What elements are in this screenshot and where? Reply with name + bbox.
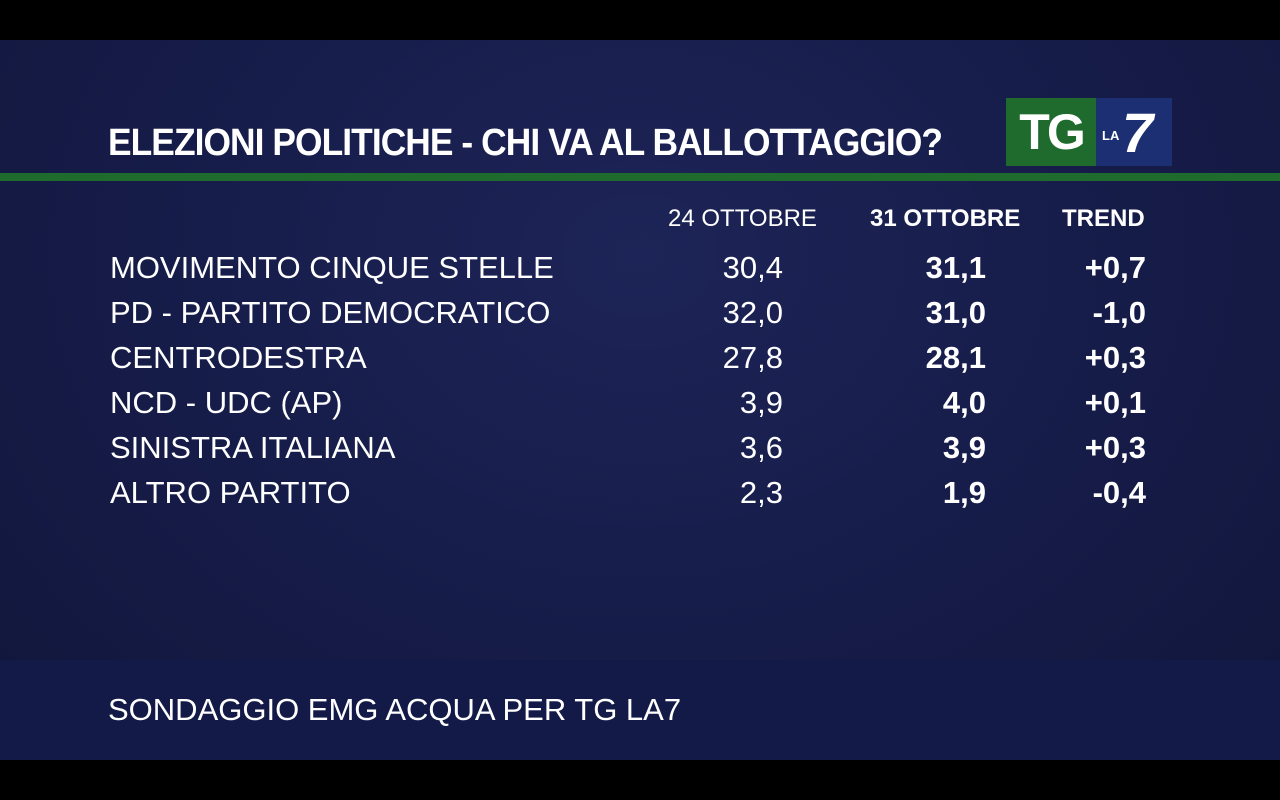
- value-trend: +0,3: [1084, 340, 1146, 375]
- party-name: NCD - UDC (AP): [110, 385, 343, 420]
- value-oct31: 1,9: [942, 475, 986, 510]
- column-header-oct31: 31 OTTOBRE: [870, 205, 1021, 232]
- value-oct31: 31,1: [925, 250, 986, 285]
- value-oct24: 32,0: [722, 295, 783, 330]
- value-oct31: 4,0: [942, 385, 986, 420]
- logo-tg: TG: [1006, 98, 1096, 166]
- logo-la7: LA 7: [1096, 98, 1172, 166]
- column-header-trend: TREND: [1062, 205, 1145, 232]
- value-trend: +0,7: [1084, 250, 1146, 285]
- party-name: PD - PARTITO DEMOCRATICO: [110, 295, 551, 330]
- value-oct24: 3,9: [739, 385, 783, 420]
- value-oct31: 28,1: [925, 340, 986, 375]
- value-oct24: 3,6: [739, 430, 783, 465]
- party-name: CENTRODESTRA: [110, 340, 367, 375]
- chart-title: ELEZIONI POLITICHE - CHI VA AL BALLOTTAG…: [108, 122, 943, 164]
- poll-screen: ELEZIONI POLITICHE - CHI VA AL BALLOTTAG…: [0, 40, 1280, 760]
- logo-la: LA: [1102, 128, 1120, 143]
- party-name: MOVIMENTO CINQUE STELLE: [110, 250, 554, 285]
- value-oct24: 30,4: [722, 250, 783, 285]
- value-trend: +0,1: [1084, 385, 1146, 420]
- value-trend: +0,3: [1084, 430, 1146, 465]
- logo-seven: 7: [1122, 101, 1154, 164]
- party-name: SINISTRA ITALIANA: [110, 430, 396, 465]
- value-oct31: 3,9: [942, 430, 986, 465]
- value-oct31: 31,0: [925, 295, 986, 330]
- value-trend: -1,0: [1092, 295, 1146, 330]
- tg-la7-logo: TG LA 7: [1006, 98, 1172, 166]
- poll-source: SONDAGGIO EMG ACQUA PER TG LA7: [108, 692, 682, 727]
- value-oct24: 2,3: [739, 475, 783, 510]
- value-trend: -0,4: [1092, 475, 1146, 510]
- value-oct24: 27,8: [722, 340, 783, 375]
- party-name: ALTRO PARTITO: [110, 475, 351, 510]
- column-header-oct24: 24 OTTOBRE: [668, 205, 817, 232]
- title-divider: [0, 173, 1280, 181]
- footer-bar: SONDAGGIO EMG ACQUA PER TG LA7: [0, 660, 1280, 760]
